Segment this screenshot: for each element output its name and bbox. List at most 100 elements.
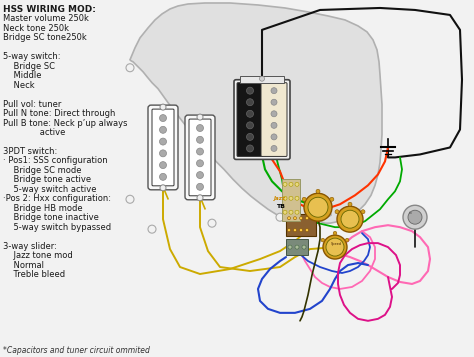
Circle shape (197, 195, 203, 201)
Polygon shape (130, 3, 382, 223)
Circle shape (333, 231, 337, 235)
Circle shape (126, 195, 134, 203)
Circle shape (289, 182, 293, 186)
Circle shape (208, 219, 216, 227)
Bar (286, 214, 316, 236)
Circle shape (159, 174, 166, 180)
Text: Middle: Middle (3, 71, 42, 80)
Circle shape (348, 202, 352, 206)
Circle shape (341, 210, 359, 228)
Text: active: active (3, 128, 65, 137)
Circle shape (295, 245, 299, 249)
Text: Pull N tone: Direct through: Pull N tone: Direct through (3, 109, 115, 118)
Text: tx: tx (409, 211, 413, 215)
Circle shape (197, 148, 203, 155)
Circle shape (346, 238, 349, 242)
Circle shape (302, 245, 306, 249)
Circle shape (160, 104, 166, 110)
Circle shape (321, 238, 325, 242)
Circle shape (361, 210, 365, 214)
Circle shape (337, 206, 363, 232)
Text: Bridge SC tone250k: Bridge SC tone250k (3, 33, 87, 42)
Circle shape (246, 134, 254, 140)
Text: · Pos1: SSS configuration: · Pos1: SSS configuration (3, 156, 108, 165)
Text: 3PDT switch:: 3PDT switch: (3, 147, 57, 156)
Text: *Capacitors and tuner circuit ommited: *Capacitors and tuner circuit ommited (3, 346, 150, 355)
Bar (240, 76, 284, 83)
Circle shape (288, 217, 291, 220)
Circle shape (246, 110, 254, 117)
Circle shape (276, 213, 284, 221)
Bar (286, 239, 308, 255)
Circle shape (271, 134, 277, 140)
Circle shape (159, 126, 166, 133)
Circle shape (197, 160, 203, 167)
Circle shape (335, 210, 339, 214)
Circle shape (302, 197, 306, 201)
Circle shape (197, 114, 203, 120)
Circle shape (246, 122, 254, 129)
Circle shape (159, 115, 166, 121)
Circle shape (330, 197, 334, 201)
Circle shape (344, 209, 352, 217)
Circle shape (326, 238, 344, 256)
Circle shape (300, 229, 302, 232)
Text: Bridge tone active: Bridge tone active (3, 175, 91, 184)
Circle shape (246, 145, 254, 152)
Circle shape (283, 182, 287, 186)
Circle shape (283, 210, 287, 214)
Circle shape (246, 99, 254, 106)
Text: Bridge tone inactive: Bridge tone inactive (3, 213, 99, 222)
Circle shape (295, 182, 299, 186)
FancyBboxPatch shape (261, 83, 287, 156)
Text: Jazz tone mod: Jazz tone mod (3, 251, 73, 260)
Circle shape (159, 150, 166, 157)
Circle shape (308, 197, 328, 217)
Text: HSS WIRING MOD:: HSS WIRING MOD: (3, 5, 96, 14)
Circle shape (271, 145, 277, 151)
Circle shape (271, 99, 277, 105)
Text: Treble bleed: Treble bleed (3, 270, 65, 279)
Circle shape (323, 235, 347, 259)
Circle shape (159, 162, 166, 169)
Circle shape (288, 229, 291, 232)
Circle shape (259, 76, 264, 81)
Circle shape (295, 196, 299, 200)
Circle shape (408, 210, 422, 224)
Text: ·Pos 2: Hxx configuration:: ·Pos 2: Hxx configuration: (3, 194, 111, 203)
Circle shape (293, 229, 297, 232)
Text: Pull B tone: Neck p’up always: Pull B tone: Neck p’up always (3, 119, 128, 127)
Circle shape (306, 217, 309, 220)
Circle shape (197, 183, 203, 190)
Text: 5-way switch active: 5-way switch active (3, 185, 97, 194)
Circle shape (300, 217, 302, 220)
Circle shape (197, 172, 203, 178)
Text: 5-way switch:: 5-way switch: (3, 52, 61, 61)
Text: Master volume 250k: Master volume 250k (3, 14, 89, 24)
Circle shape (246, 87, 254, 94)
Circle shape (271, 88, 277, 94)
Circle shape (289, 210, 293, 214)
Circle shape (271, 111, 277, 117)
Circle shape (160, 185, 166, 191)
FancyBboxPatch shape (185, 115, 215, 200)
Circle shape (159, 138, 166, 145)
FancyBboxPatch shape (237, 83, 263, 156)
Circle shape (304, 193, 332, 221)
Circle shape (197, 125, 203, 131)
Text: Normal: Normal (3, 261, 44, 270)
Circle shape (148, 225, 156, 233)
Text: Pull vol: tuner: Pull vol: tuner (3, 100, 61, 109)
FancyBboxPatch shape (234, 80, 290, 160)
FancyBboxPatch shape (152, 109, 174, 186)
Text: Bridge SC mode: Bridge SC mode (3, 166, 82, 175)
Circle shape (126, 64, 134, 72)
Circle shape (197, 136, 203, 143)
Text: Bridge HB mode: Bridge HB mode (3, 204, 82, 213)
Circle shape (289, 196, 293, 200)
Text: 3-way slider:: 3-way slider: (3, 242, 57, 251)
Text: Speed: Speed (331, 242, 342, 246)
Text: Jazz: Jazz (274, 196, 286, 201)
Text: Neck tone 250k: Neck tone 250k (3, 24, 69, 33)
Text: 5-way switch bypassed: 5-way switch bypassed (3, 223, 111, 232)
